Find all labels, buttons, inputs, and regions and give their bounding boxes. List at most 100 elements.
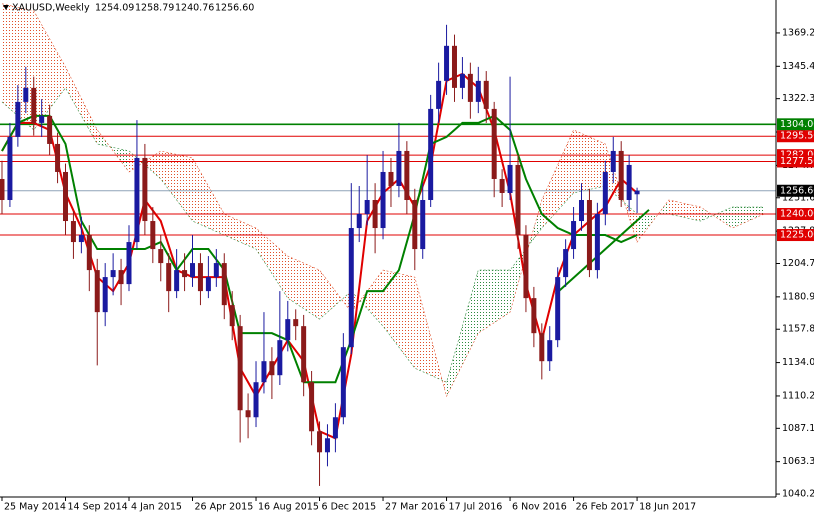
candle-body: [459, 73, 465, 88]
cloud-segment: [541, 129, 574, 229]
price-tag-box: [777, 184, 814, 197]
y-tick-label: 1180.90: [782, 291, 814, 302]
chart-title: XAUUSD,Weekly: [12, 3, 90, 14]
candle-body: [126, 242, 132, 285]
candle-body: [110, 270, 116, 278]
x-tick-label: 25 May 2014: [4, 502, 66, 513]
y-tick-label: 1087.10: [782, 423, 814, 434]
cloud-segment: [414, 277, 447, 397]
level-tag-box: [777, 155, 814, 168]
candle-body: [436, 80, 442, 109]
tenkan-line: [1, 72, 638, 440]
x-tick-label: 14 Sep 2014: [67, 502, 127, 513]
candle-body: [372, 200, 378, 229]
axes-layer: [0, 0, 780, 501]
trendline: [555, 209, 650, 295]
candle-body: [62, 171, 68, 222]
cloud-edge: [1, 3, 765, 398]
level-label: 1295.50: [780, 131, 814, 142]
x-tick-label: 4 Jan 2015: [131, 502, 182, 513]
menu-arrow: [3, 5, 9, 10]
candle-body: [142, 157, 148, 222]
candle-body: [586, 200, 592, 271]
level-label: 1277.50: [780, 156, 814, 167]
candle-body: [404, 150, 410, 201]
y-tick-label: 1204.70: [782, 258, 814, 269]
y-tick-label: 1251.60: [782, 192, 814, 203]
candle-body: [245, 410, 251, 418]
candle-body: [634, 190, 640, 195]
level-label: 1282.00: [780, 150, 814, 161]
x-tick-label: 6 Dec 2015: [322, 502, 377, 513]
level-tag-box: [777, 118, 814, 131]
level-tag: 1295.50: [777, 130, 814, 143]
candle-body: [332, 417, 338, 439]
candle-body: [269, 361, 275, 376]
candle-body: [94, 270, 100, 313]
candles-layer: [0, 24, 640, 486]
cloud-segment: [700, 207, 733, 229]
candle-body: [563, 249, 569, 278]
candle-body: [150, 221, 156, 250]
labels-layer: 1369.201345.401322.301298.501274.701251.…: [4, 27, 814, 513]
candle-body: [388, 171, 394, 186]
candle-body: [428, 108, 434, 201]
candle-body: [531, 298, 537, 334]
candle-body: [324, 438, 330, 453]
level-tag: 1304.00: [777, 118, 814, 131]
candle-body: [396, 150, 402, 186]
candle-body: [118, 270, 124, 285]
candle-body: [293, 319, 299, 327]
cloud-segment: [383, 270, 415, 369]
candle-body: [451, 45, 457, 88]
candle-body: [70, 221, 76, 243]
level-tag-box: [777, 229, 814, 242]
candle-body: [31, 87, 37, 123]
candle-body: [213, 263, 219, 278]
candle-body: [483, 80, 489, 109]
candle-body: [253, 382, 259, 418]
candle-body: [499, 178, 505, 193]
candle-body: [86, 235, 92, 271]
y-tick-label: 1134.00: [782, 357, 814, 368]
y-tick-label: 1369.20: [782, 27, 814, 38]
cloud-segment: [129, 150, 161, 179]
candle-body: [174, 270, 180, 292]
candle-body: [507, 164, 513, 193]
levels-layer: [0, 123, 776, 236]
quote-low: 1240.76: [175, 3, 214, 14]
candle-body: [618, 150, 624, 201]
cloud-segment: [224, 214, 257, 250]
candle-body: [444, 45, 450, 81]
candle-body: [166, 263, 172, 292]
candle-body: [579, 200, 585, 222]
lines-layer: [1, 72, 650, 440]
candle-body: [277, 340, 283, 376]
cloud-segment: [478, 270, 511, 334]
quote-open: 1254.09: [95, 3, 134, 14]
candle-body: [356, 214, 362, 229]
x-tick-label: 18 Jun 2017: [639, 502, 696, 513]
candle-body: [301, 326, 307, 383]
candle-body: [348, 228, 354, 348]
candle-body: [182, 270, 188, 278]
level-tag-box: [777, 130, 814, 143]
y-tick-label: 1322.30: [782, 93, 814, 104]
cloud-segment: [287, 256, 320, 320]
candle-body: [523, 235, 529, 299]
candle-body: [7, 136, 13, 201]
candle-body: [420, 200, 426, 250]
level-tag: 1225.00: [777, 229, 814, 242]
candle-body: [285, 319, 291, 341]
candle-body: [602, 171, 608, 215]
candle-body: [261, 361, 267, 383]
y-tick-label: 1040.20: [782, 489, 814, 500]
candle-body: [412, 200, 418, 250]
candle-body: [102, 277, 108, 313]
x-tick-label: 27 Mar 2016: [385, 502, 445, 513]
level-tag: 1240.00: [777, 208, 814, 221]
candle-body: [594, 214, 600, 271]
candle-body: [539, 333, 545, 362]
cloud-segment: [192, 157, 225, 236]
level-tag-box: [777, 208, 814, 221]
